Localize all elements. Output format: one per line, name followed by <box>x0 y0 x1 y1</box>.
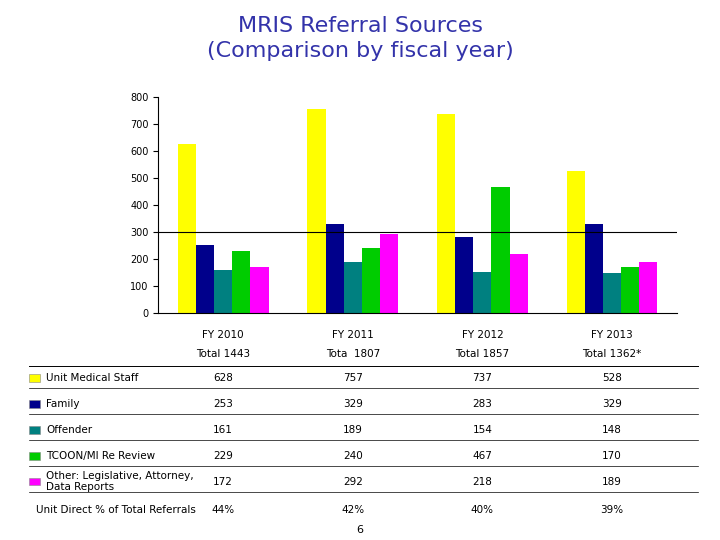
Text: 528: 528 <box>602 373 622 383</box>
Text: 253: 253 <box>213 399 233 409</box>
Bar <box>178 144 196 313</box>
Text: Unit Medical Staff: Unit Medical Staff <box>46 373 138 383</box>
Bar <box>214 270 233 313</box>
Text: 6: 6 <box>356 524 364 535</box>
Text: 229: 229 <box>213 451 233 461</box>
Bar <box>380 234 398 313</box>
Bar <box>455 237 473 313</box>
Bar <box>362 248 380 313</box>
Bar <box>196 245 214 313</box>
Bar <box>343 262 362 313</box>
Bar <box>233 252 251 313</box>
Text: 44%: 44% <box>212 505 235 515</box>
Text: 189: 189 <box>602 477 622 487</box>
Text: 240: 240 <box>343 451 363 461</box>
Bar <box>325 225 343 313</box>
Bar <box>603 273 621 313</box>
Text: 161: 161 <box>213 425 233 435</box>
Text: 292: 292 <box>343 477 363 487</box>
Text: 170: 170 <box>602 451 622 461</box>
Bar <box>567 171 585 313</box>
Bar <box>585 225 603 313</box>
Text: FY 2010: FY 2010 <box>202 330 244 340</box>
Text: Unit Direct % of Total Referrals: Unit Direct % of Total Referrals <box>36 505 196 515</box>
Bar <box>473 272 492 313</box>
Text: Total 1857: Total 1857 <box>455 349 510 359</box>
Text: 628: 628 <box>213 373 233 383</box>
Text: 283: 283 <box>472 399 492 409</box>
Text: 737: 737 <box>472 373 492 383</box>
Text: FY 2013: FY 2013 <box>591 330 633 340</box>
Text: 329: 329 <box>343 399 363 409</box>
Bar <box>492 187 510 313</box>
Bar <box>510 254 528 313</box>
Text: Total 1362*: Total 1362* <box>582 349 642 359</box>
Text: 757: 757 <box>343 373 363 383</box>
Text: Tota  1807: Tota 1807 <box>325 349 380 359</box>
Text: 42%: 42% <box>341 505 364 515</box>
Bar <box>251 267 269 313</box>
Text: 154: 154 <box>472 425 492 435</box>
Text: Family: Family <box>46 399 80 409</box>
Text: Offender: Offender <box>46 425 92 435</box>
Text: 148: 148 <box>602 425 622 435</box>
Text: 172: 172 <box>213 477 233 487</box>
Text: TCOON/MI Re Review: TCOON/MI Re Review <box>46 451 156 461</box>
Text: Other: Legislative, Attorney,
Data Reports: Other: Legislative, Attorney, Data Repor… <box>46 471 194 492</box>
Text: MRIS Referral Sources
(Comparison by fiscal year): MRIS Referral Sources (Comparison by fis… <box>207 16 513 61</box>
Bar <box>639 262 657 313</box>
Text: 40%: 40% <box>471 505 494 515</box>
Text: 329: 329 <box>602 399 622 409</box>
Text: FY 2011: FY 2011 <box>332 330 374 340</box>
Text: 467: 467 <box>472 451 492 461</box>
Text: 189: 189 <box>343 425 363 435</box>
Text: Total 1443: Total 1443 <box>196 349 251 359</box>
Text: FY 2012: FY 2012 <box>462 330 503 340</box>
Text: 39%: 39% <box>600 505 624 515</box>
Bar <box>621 267 639 313</box>
Bar <box>437 114 455 313</box>
Bar <box>307 109 325 313</box>
Text: 218: 218 <box>472 477 492 487</box>
